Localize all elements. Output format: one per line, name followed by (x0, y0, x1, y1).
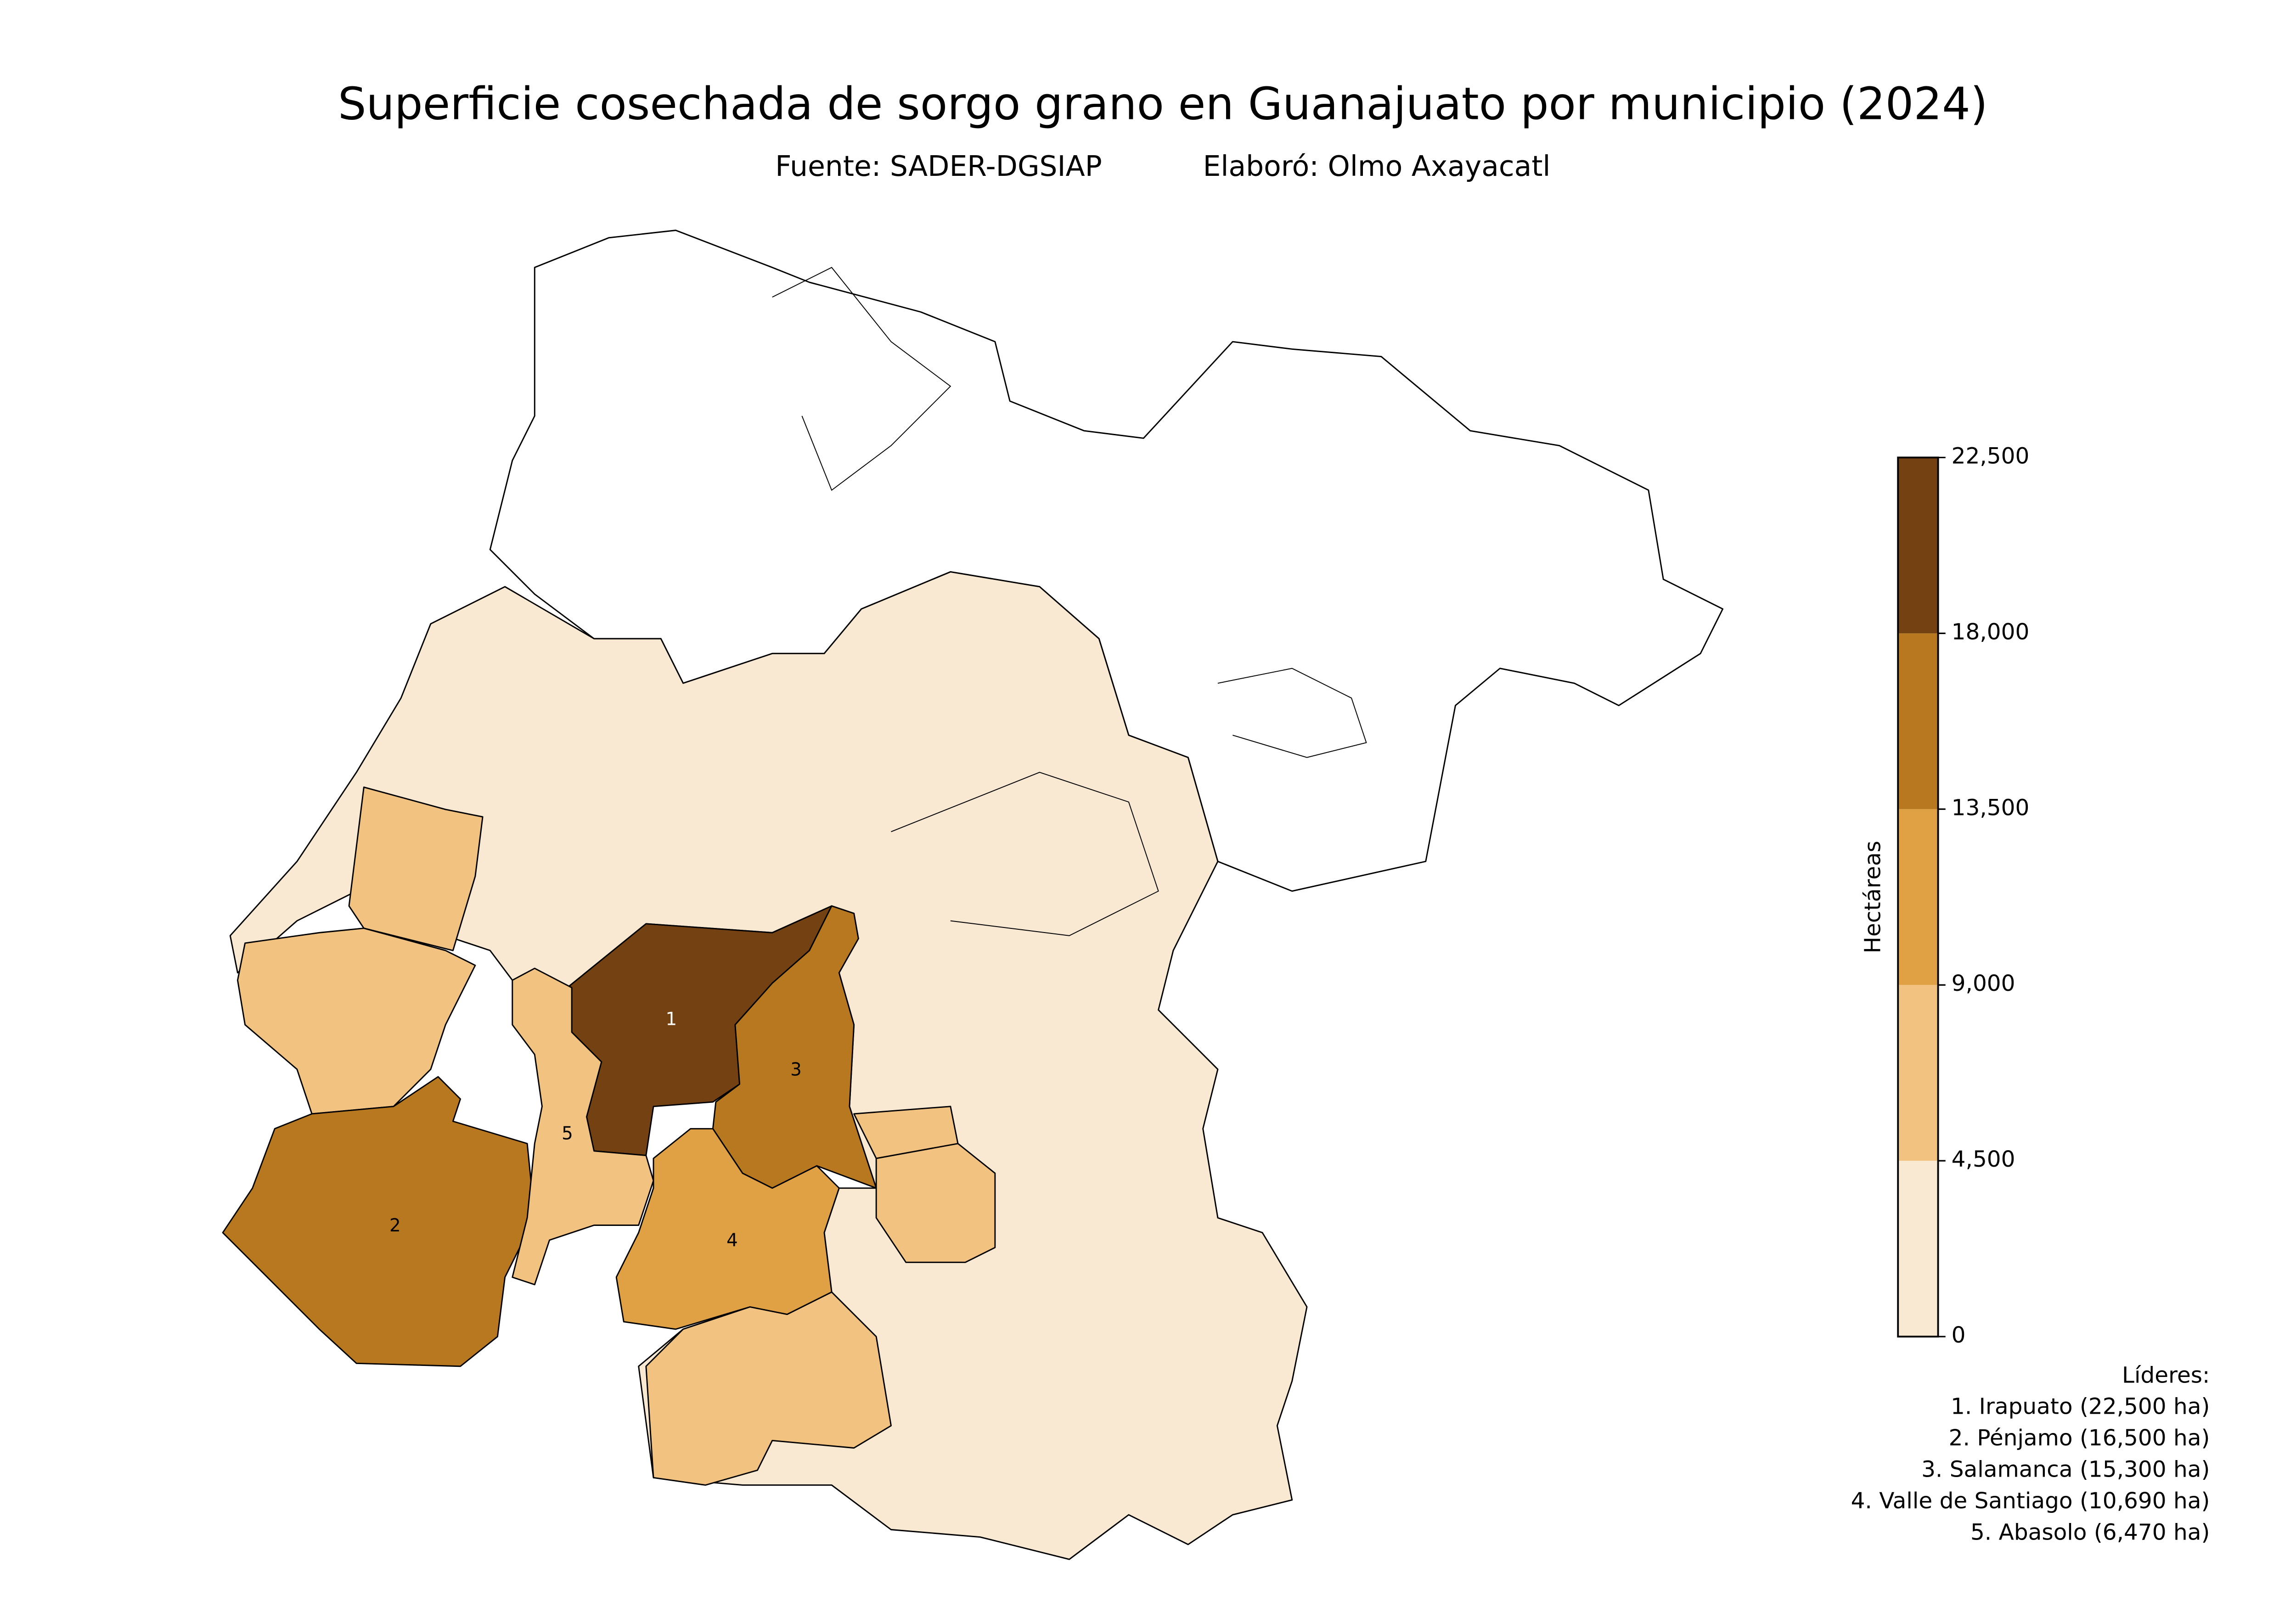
mid-low-region (237, 927, 476, 1115)
colorbar-bin (1898, 985, 1938, 1161)
colorbar-bin (1898, 633, 1938, 809)
region-rank-label: 2 (389, 1215, 401, 1236)
colorbar-tick-label: 22,500 (1952, 443, 2030, 469)
leader-region (615, 1128, 840, 1330)
region-rank-label: 3 (790, 1060, 802, 1080)
colorbar-tick-label: 9,000 (1952, 971, 2015, 996)
colorbar-tick-label: 13,500 (1952, 795, 2030, 820)
leader-region (512, 967, 654, 1286)
mid-low-region (853, 1106, 959, 1159)
colorbar-tick-label: 0 (1952, 1322, 1966, 1348)
legend-entry: 1. Irapuato (22,500 ha) (1951, 1393, 2210, 1419)
colorbar-label: Hectáreas (1860, 841, 1886, 953)
colorbar-bin (1898, 457, 1938, 634)
mid-low-region (875, 1143, 996, 1263)
subtitle-author: Elaboró: Olmo Axayacatl (1203, 150, 1551, 183)
legend-entry: 4. Valle de Santiago (10,690 ha) (1851, 1488, 2210, 1514)
region-rank-label: 5 (562, 1124, 573, 1144)
colorbar-bin (1898, 1161, 1938, 1337)
leader-region (222, 1076, 535, 1367)
mid-low-region (348, 786, 484, 951)
municipal-border (1217, 668, 1367, 758)
legend-entry: 3. Salamanca (15,300 ha) (1921, 1456, 2210, 1482)
colorbar-tick-label: 4,500 (1952, 1146, 2015, 1172)
region-rank-label: 1 (665, 1009, 677, 1030)
legend-title: Líderes: (2122, 1362, 2210, 1388)
legend-entry: 2. Pénjamo (16,500 ha) (1949, 1425, 2210, 1451)
colorbar-bin (1898, 809, 1938, 985)
colorbar-tick-label: 18,000 (1952, 619, 2030, 645)
municipal-border (772, 267, 951, 491)
map-title: Superficie cosechada de sorgo grano en G… (338, 78, 1988, 130)
municipal-border (891, 772, 1159, 936)
subtitle-source: Fuente: SADER-DGSIAP (775, 150, 1102, 183)
region-rank-label: 4 (726, 1231, 738, 1251)
colorbar-frame (1897, 456, 1939, 1338)
regions (222, 230, 1724, 1560)
legend-entry: 5. Abasolo (6,470 ha) (1970, 1520, 2210, 1545)
